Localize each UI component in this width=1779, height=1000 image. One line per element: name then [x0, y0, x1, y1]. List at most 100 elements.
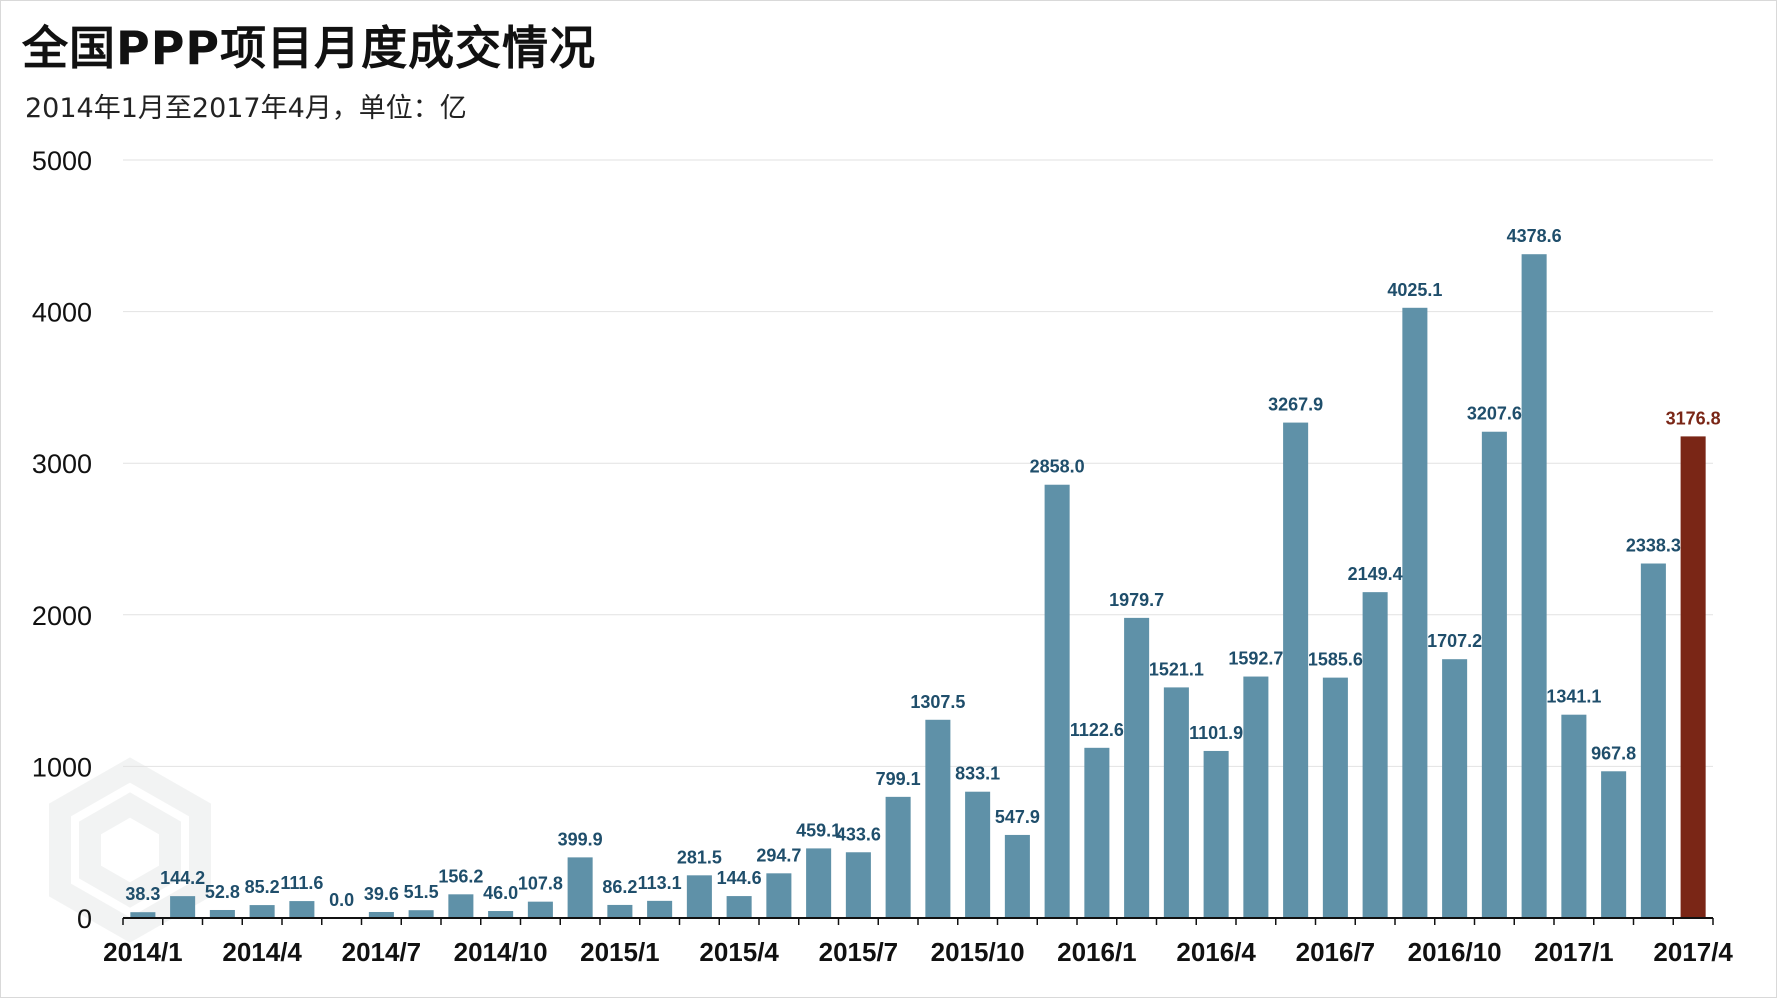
data-label: 0.0	[329, 890, 354, 910]
data-label: 144.2	[160, 868, 205, 888]
data-label: 2338.3	[1626, 536, 1681, 556]
bar	[806, 848, 832, 918]
data-label: 433.6	[836, 824, 881, 844]
bar	[1203, 750, 1229, 918]
data-label: 39.6	[364, 884, 399, 904]
data-label: 38.3	[125, 884, 160, 904]
x-tick-label: 2015/7	[819, 937, 899, 967]
data-label: 1521.1	[1149, 659, 1204, 679]
bar	[607, 904, 633, 918]
x-tick-label: 2014/7	[342, 937, 422, 967]
bar	[1243, 676, 1269, 918]
bar	[925, 719, 951, 918]
x-tick-label: 2015/4	[699, 937, 779, 967]
chart-subtitle: 2014年1月至2017年4月，单位：亿	[25, 93, 467, 124]
x-tick-label: 2016/10	[1408, 937, 1502, 967]
bar	[130, 912, 156, 918]
data-label: 1979.7	[1109, 590, 1164, 610]
data-label: 833.1	[955, 764, 1000, 784]
data-label: 399.9	[558, 829, 603, 849]
y-tick-label: 3000	[32, 449, 92, 479]
y-tick-label: 5000	[32, 146, 92, 176]
data-label: 1307.5	[910, 692, 965, 712]
bar	[408, 910, 434, 918]
data-label: 111.6	[280, 873, 323, 893]
bar	[845, 852, 871, 918]
y-tick-label: 1000	[32, 752, 92, 782]
data-label: 52.8	[205, 882, 240, 902]
bar	[527, 901, 553, 918]
bar	[1124, 617, 1150, 918]
bar	[1640, 563, 1666, 918]
bar	[1084, 747, 1110, 918]
bar	[1481, 431, 1507, 918]
bar	[1601, 771, 1627, 918]
x-tick-label: 2016/7	[1296, 937, 1376, 967]
data-label: 3176.8	[1666, 408, 1721, 428]
bar	[1561, 714, 1587, 918]
x-tick-label: 2015/10	[931, 937, 1025, 967]
bar	[1362, 592, 1388, 918]
bar	[289, 901, 315, 918]
data-label: 85.2	[245, 877, 280, 897]
watermark-logo	[49, 757, 211, 943]
x-tick-label: 2016/1	[1057, 937, 1137, 967]
bar	[1044, 484, 1070, 918]
data-label: 1341.1	[1546, 687, 1601, 707]
bar	[1680, 436, 1706, 918]
data-label: 799.1	[876, 769, 921, 789]
bar	[647, 900, 673, 918]
data-label: 1101.9	[1189, 723, 1243, 743]
x-tick-label: 2017/4	[1653, 937, 1733, 967]
x-tick-label: 2014/4	[222, 937, 302, 967]
bar	[170, 896, 196, 918]
data-label: 4025.1	[1387, 280, 1442, 300]
x-tick-label: 2014/1	[103, 937, 183, 967]
x-tick-label: 2016/4	[1176, 937, 1256, 967]
bar	[885, 796, 911, 918]
bar	[766, 873, 792, 918]
x-tick-label: 2015/1	[580, 937, 660, 967]
data-label: 1707.2	[1427, 631, 1482, 651]
bar	[726, 896, 752, 918]
data-label: 1585.6	[1308, 650, 1363, 670]
data-label: 967.8	[1591, 743, 1636, 763]
axes: 0 1000 2000 3000 4000 5000 2014/1 2014/4 2014/7 2…	[32, 146, 1734, 967]
data-label: 51.5	[404, 882, 439, 902]
data-label: 86.2	[602, 877, 637, 897]
x-tick-label: 2017/1	[1534, 937, 1614, 967]
chart-title: 全国PPP项目月度成交情况	[22, 21, 597, 75]
data-label: 4378.6	[1507, 226, 1562, 246]
bar	[1442, 659, 1468, 918]
bar	[1004, 834, 1030, 918]
bar	[567, 857, 593, 918]
x-tick-label: 2014/10	[454, 937, 548, 967]
data-label: 3207.6	[1467, 404, 1522, 424]
y-tick-label: 0	[77, 904, 92, 934]
y-tick-label: 4000	[32, 298, 92, 328]
bar	[448, 894, 474, 918]
bar	[1283, 422, 1309, 918]
data-label: 2149.4	[1348, 564, 1403, 584]
bar	[1521, 254, 1547, 919]
data-label: 3267.9	[1268, 395, 1323, 415]
data-label: 144.6	[717, 868, 762, 888]
bar	[1402, 307, 1428, 919]
data-label: 459.1	[796, 820, 841, 840]
bar	[488, 911, 514, 918]
data-label: 113.1	[638, 873, 682, 893]
data-label: 46.0	[483, 883, 518, 903]
bar	[368, 911, 394, 918]
bar	[1322, 677, 1348, 918]
y-tick-label: 2000	[32, 601, 92, 631]
bars	[130, 254, 1706, 919]
gridlines	[123, 159, 1713, 767]
bar	[1163, 687, 1189, 918]
bar	[209, 909, 235, 918]
bar	[249, 905, 275, 918]
data-label: 107.8	[518, 874, 563, 894]
data-label: 294.7	[756, 845, 801, 865]
data-label: 547.9	[995, 807, 1040, 827]
data-label: 1592.7	[1228, 649, 1283, 669]
